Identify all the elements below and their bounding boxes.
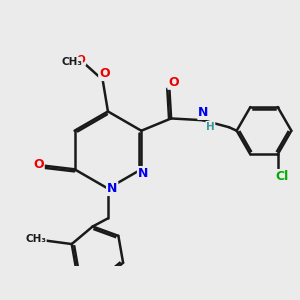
Text: O: O	[76, 55, 85, 65]
Text: N: N	[107, 182, 117, 195]
Text: O: O	[99, 67, 110, 80]
Text: Cl: Cl	[275, 170, 289, 183]
Text: CH₃: CH₃	[25, 234, 46, 244]
Text: O: O	[33, 158, 44, 170]
Text: H: H	[206, 122, 215, 131]
Text: N: N	[198, 106, 208, 119]
Text: N: N	[138, 167, 148, 180]
Text: CH₃: CH₃	[61, 57, 82, 68]
Text: O: O	[168, 76, 179, 89]
